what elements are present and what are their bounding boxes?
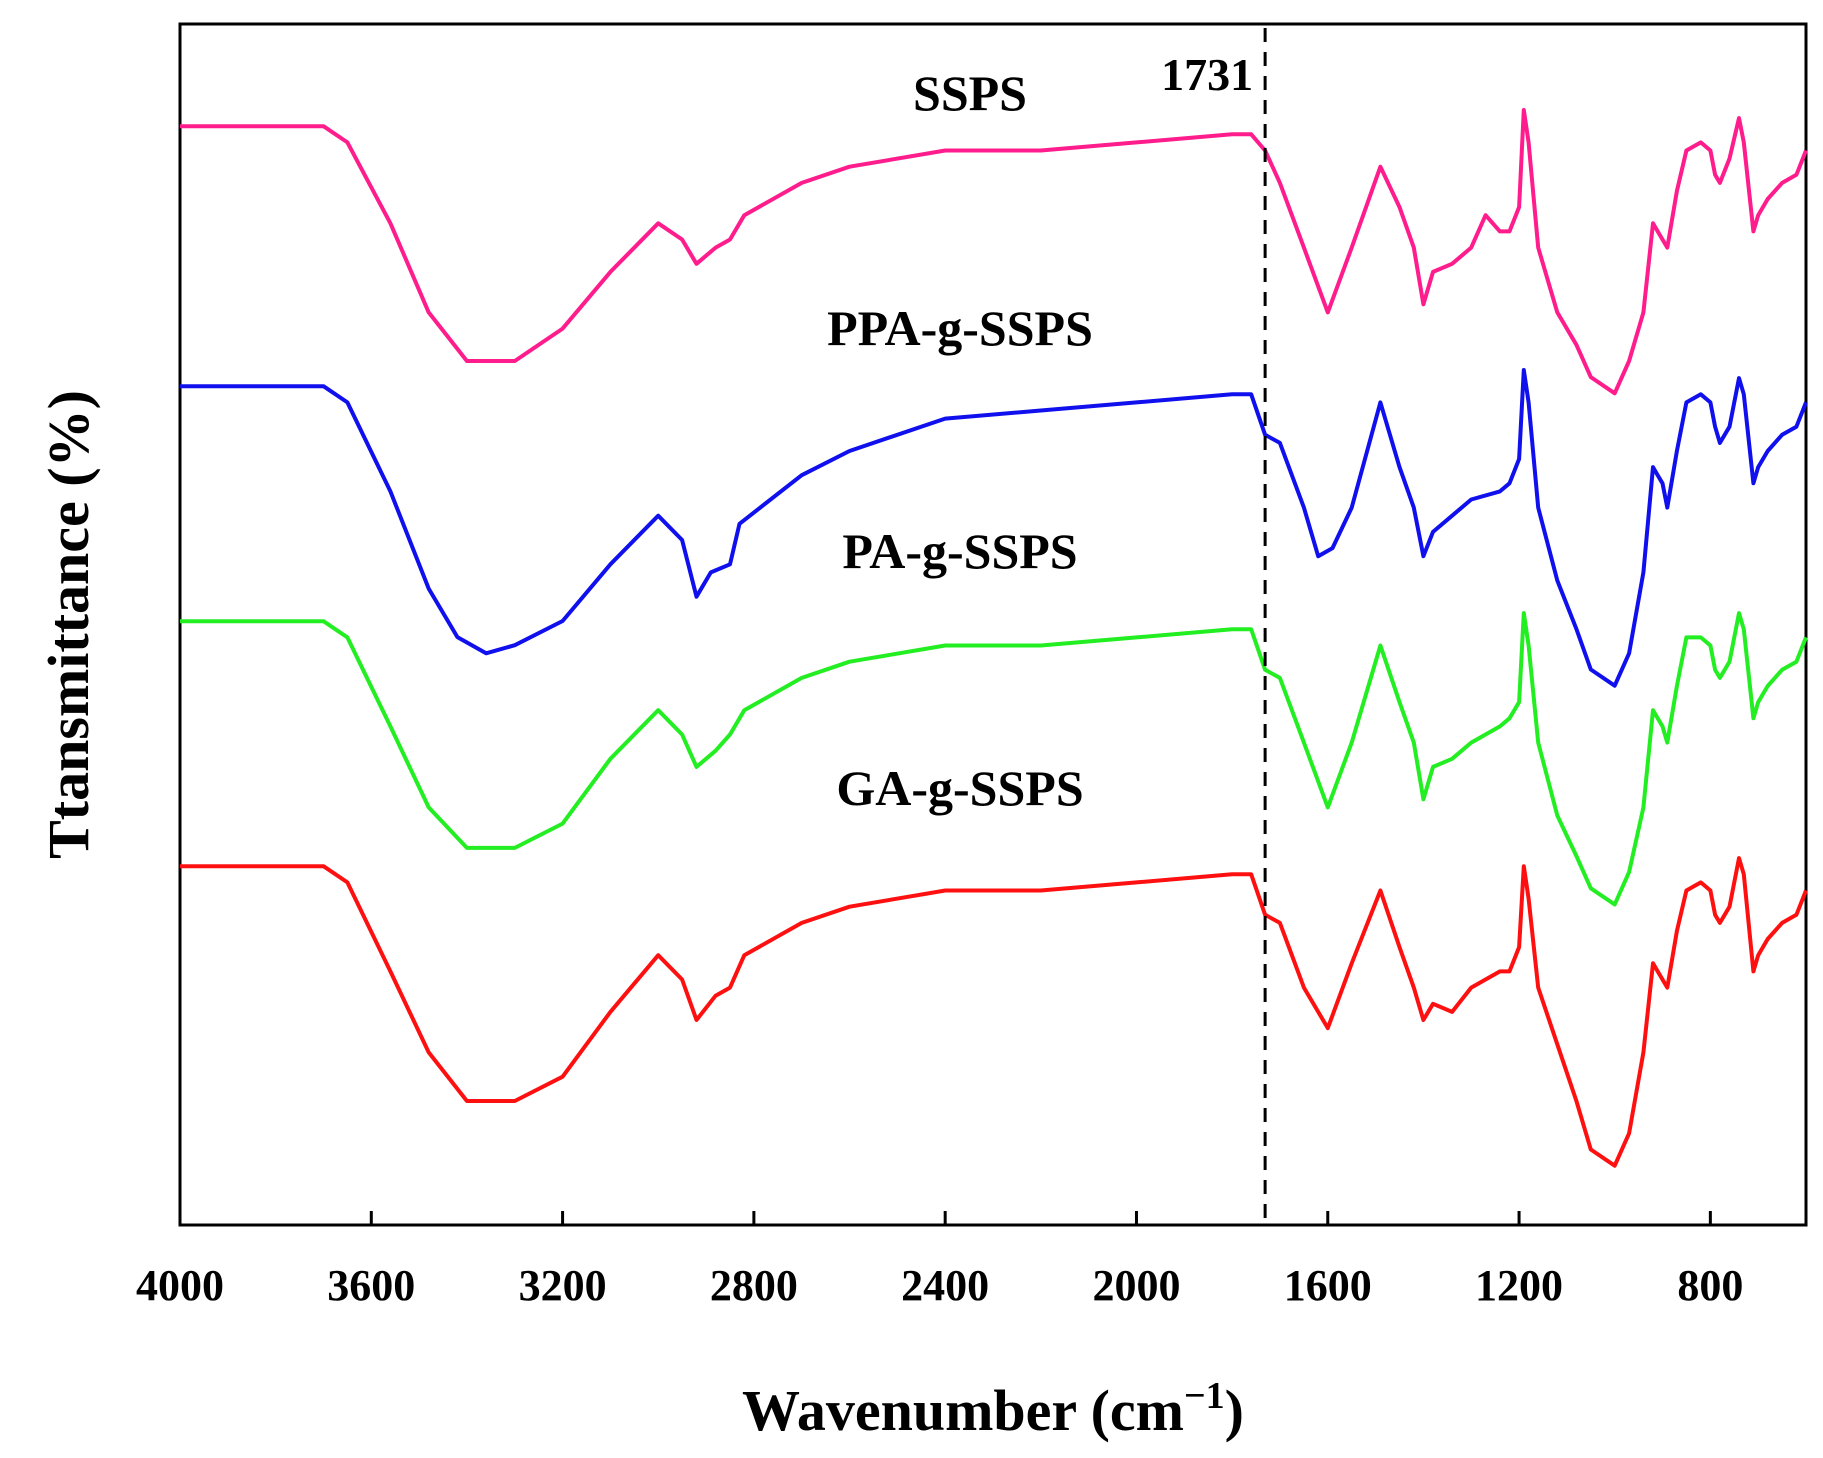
- x-tick-label-2400: 2400: [901, 1261, 989, 1310]
- x-tick-label-2000: 2000: [1092, 1261, 1180, 1310]
- x-axis-title-close: ): [1225, 1378, 1244, 1443]
- plot-frame: [178, 22, 1808, 1227]
- x-axis-title-superscript: −1: [1184, 1375, 1225, 1417]
- y-axis-title: Ttansmittance (%): [36, 390, 101, 859]
- reference-line-label: 1731: [1161, 49, 1253, 100]
- series-line-ppa-g-ssps: [180, 368, 1808, 688]
- series-label-pa-g-ssps: PA-g-SSPS: [842, 523, 1077, 579]
- plot-area: 1731 SSPS PPA-g-SSPS PA-g-SSPS GA-g-SSPS: [178, 22, 1808, 1227]
- series-label-ppa-g-ssps: PPA-g-SSPS: [827, 300, 1093, 356]
- x-tick-label-4000: 4000: [136, 1261, 224, 1310]
- x-tick-label-3200: 3200: [519, 1261, 607, 1310]
- x-axis-title-text: Wavenumber (cm: [742, 1378, 1184, 1443]
- series-line-ga-g-ssps: [180, 856, 1808, 1168]
- series-line-pa-g-ssps: [180, 611, 1808, 907]
- series-line-ssps: [180, 108, 1808, 396]
- x-tick-label-1600: 1600: [1284, 1261, 1372, 1310]
- x-tick-label-2800: 2800: [710, 1261, 798, 1310]
- x-tick-label-3600: 3600: [327, 1261, 415, 1310]
- series-label-ssps: SSPS: [913, 65, 1027, 121]
- x-tick-label-1200: 1200: [1475, 1261, 1563, 1310]
- x-axis: 4000 3600 3200 2800 2400 2000 1600 1200 800: [136, 1211, 1743, 1310]
- series-label-ga-g-ssps: GA-g-SSPS: [836, 760, 1083, 816]
- x-axis-title: Wavenumber (cm−1): [742, 1375, 1244, 1443]
- series-labels: SSPS PPA-g-SSPS PA-g-SSPS GA-g-SSPS: [827, 65, 1093, 816]
- series-group: [180, 108, 1808, 1168]
- x-tick-label-800: 800: [1677, 1261, 1743, 1310]
